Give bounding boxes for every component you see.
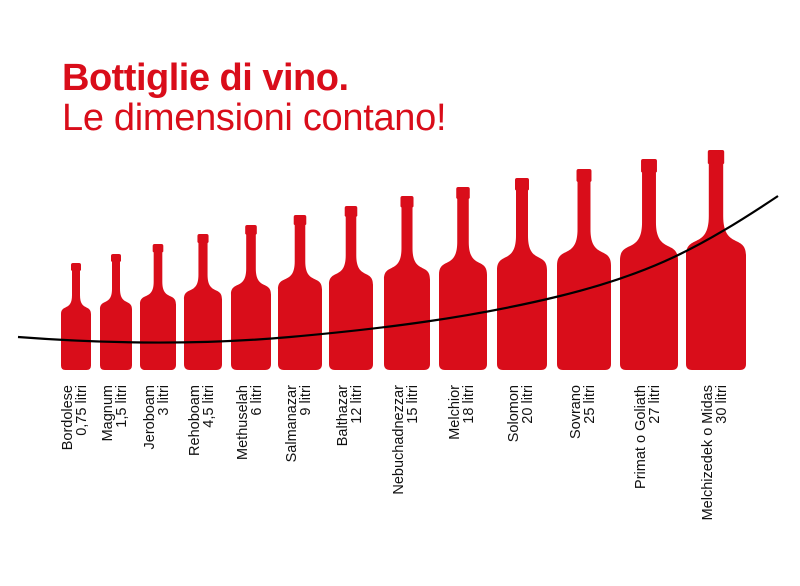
- bottle-name-label: Methuselah: [235, 385, 251, 460]
- bottle-name-label: Magnum: [100, 385, 116, 441]
- label-sovrano: Sovrano25 litri: [568, 385, 598, 439]
- bottle-volume-label: 30 litri: [714, 385, 730, 424]
- label-magnum: Magnum1,5 litri: [100, 385, 130, 441]
- label-melchior: Melchior18 litri: [447, 385, 477, 440]
- bottle-name-label: Melchizedek o Midas: [700, 385, 716, 520]
- bottle-name-label: Solomon: [506, 385, 522, 442]
- bottle-volume-label: 1,5 litri: [114, 385, 130, 428]
- bottle-name-label: Melchior: [447, 385, 463, 440]
- bottle-jeroboam: [140, 244, 176, 370]
- chart-subtitle: Le dimensioni contano!: [62, 97, 447, 139]
- label-balthazar: Balthazar12 litri: [335, 385, 365, 446]
- bottle-sovrano: [557, 169, 611, 370]
- label-methuselah: Methuselah6 litri: [235, 385, 265, 460]
- bottle-name-label: Jeroboam: [142, 385, 158, 449]
- label-salmanazar: Salmanazar9 litri: [284, 385, 314, 463]
- bottles-group: [61, 150, 746, 370]
- bottle-volume-label: 25 litri: [582, 385, 598, 424]
- bottle-name-label: Bordolese: [60, 385, 76, 450]
- bottle-volume-label: 20 litri: [520, 385, 536, 424]
- trend-curve: [17, 195, 779, 344]
- bottle-rehoboam: [184, 234, 222, 370]
- bottle-volume-label: 6 litri: [249, 385, 265, 416]
- bottle-name-label: Salmanazar: [284, 385, 300, 463]
- labels-group: Bordolese0,75 litri Magnum1,5 litri Jerobo…: [60, 385, 730, 521]
- bottle-volume-label: 15 litri: [405, 385, 421, 424]
- label-rehoboam: Rehoboam4,5 litri: [187, 385, 217, 456]
- bottle-primat-o-goliath: [620, 159, 678, 370]
- bottle-name-label: Sovrano: [568, 385, 584, 439]
- bottle-methuselah: [231, 225, 271, 370]
- bottle-salmanazar: [278, 215, 322, 370]
- bottle-volume-label: 3 litri: [156, 385, 172, 416]
- label-primat-o-goliath: Primat o Goliath27 litri: [633, 385, 663, 489]
- bottle-melchior: [439, 187, 487, 370]
- bottle-volume-label: 27 litri: [647, 385, 663, 424]
- chart-title: Bottiglie di vino.: [62, 57, 349, 99]
- label-solomon: Solomon20 litri: [506, 385, 536, 442]
- label-jeroboam: Jeroboam3 litri: [142, 385, 172, 449]
- bottle-magnum: [100, 254, 132, 370]
- bottle-volume-label: 0,75 litri: [74, 385, 90, 436]
- bottle-volume-label: 12 litri: [349, 385, 365, 424]
- label-bordolese: Bordolese0,75 litri: [60, 385, 90, 450]
- bottle-balthazar: [329, 206, 373, 370]
- bottle-solomon: [497, 178, 547, 370]
- label-melchizedek-o-midas: Melchizedek o Midas30 litri: [700, 385, 730, 520]
- bottle-nebuchadnezzar: [384, 196, 430, 370]
- bottle-name-label: Rehoboam: [187, 385, 203, 456]
- bottle-volume-label: 18 litri: [461, 385, 477, 424]
- bottle-volume-label: 9 litri: [298, 385, 314, 416]
- bottle-melchizedek-o-midas: [686, 150, 746, 370]
- bottle-name-label: Nebuchadnezzar: [391, 385, 407, 495]
- title-block: Bottiglie di vino. Le dimensioni contano…: [62, 57, 447, 139]
- bottle-name-label: Balthazar: [335, 385, 351, 446]
- bottle-volume-label: 4,5 litri: [201, 385, 217, 428]
- bottle-bordolese: [61, 263, 91, 370]
- bottle-name-label: Primat o Goliath: [633, 385, 649, 489]
- label-nebuchadnezzar: Nebuchadnezzar15 litri: [391, 385, 421, 495]
